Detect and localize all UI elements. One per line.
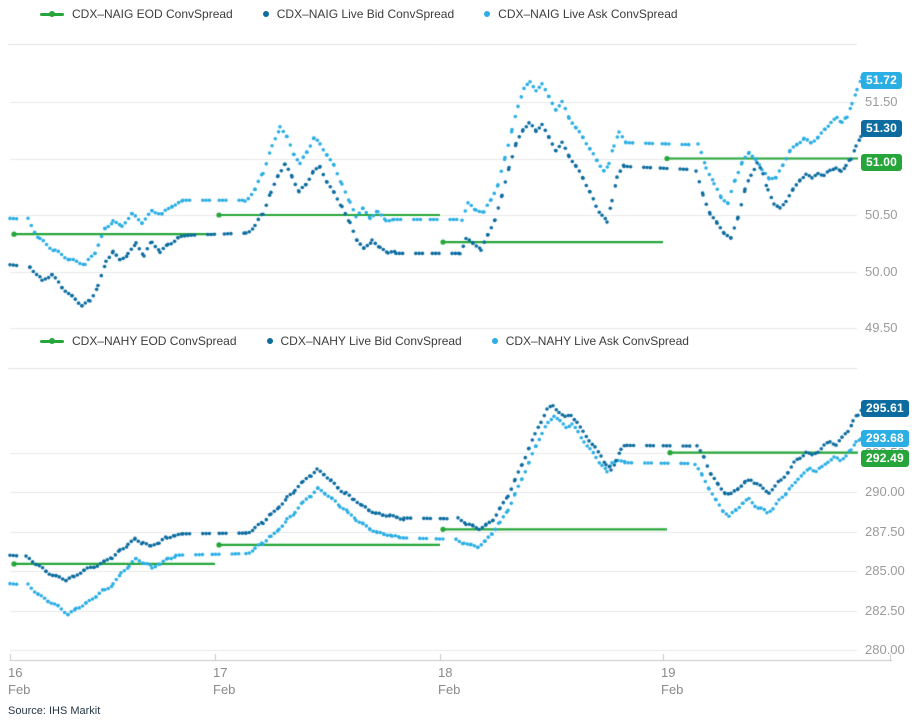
y-axis-label: 285.00 xyxy=(865,563,905,578)
legend-naig: CDX–NAIG EOD ConvSpread CDX–NAIG Live Bid… xyxy=(40,7,678,21)
y-axis-label: 49.50 xyxy=(865,320,898,335)
legend-item-label: CDX–NAIG Live Ask ConvSpread xyxy=(498,7,678,21)
legend-item-cdx-nahy-eod[interactable]: CDX–NAHY EOD ConvSpread xyxy=(40,334,237,348)
x-axis-label: 19 Feb xyxy=(661,665,684,697)
legend-item-cdx-naig-bid[interactable]: CDX–NAIG Live Bid ConvSpread xyxy=(262,7,455,21)
legend-item-label: CDX–NAIG EOD ConvSpread xyxy=(72,7,233,21)
x-axis-label: 18 Feb xyxy=(438,665,461,697)
source-label: Source: IHS Markit xyxy=(8,705,101,717)
y-axis-label: 280.00 xyxy=(865,642,905,657)
y-axis-label: 282.50 xyxy=(865,602,905,618)
ask-dot-marker-icon xyxy=(491,338,498,344)
bid-dot-marker-icon xyxy=(262,11,269,17)
legend-item-cdx-naig-eod[interactable]: CDX–NAIG EOD ConvSpread xyxy=(40,7,233,21)
y-axis-label: 50.50 xyxy=(865,207,898,222)
y-axis-label: 287.50 xyxy=(865,523,905,539)
y-axis-label: 290.00 xyxy=(865,484,905,499)
bid-last-value-badge: 295.61 xyxy=(861,399,909,417)
x-axis-label: 16 Feb xyxy=(8,665,31,697)
ask-last-value-badge: 51.72 xyxy=(861,71,903,89)
eod-last-value-badge: 51.00 xyxy=(861,153,903,171)
eod-last-value-badge: 292.49 xyxy=(861,449,909,467)
ask-dot-marker-icon xyxy=(484,11,491,17)
legend-item-cdx-nahy-ask[interactable]: CDX–NAHY Live Ask ConvSpread xyxy=(491,334,689,348)
bid-dot-marker-icon xyxy=(266,338,273,344)
legend-item-cdx-nahy-bid[interactable]: CDX–NAHY Live Bid ConvSpread xyxy=(266,334,462,348)
eod-line-marker-icon xyxy=(40,338,64,344)
y-axis-label: 51.50 xyxy=(865,94,898,109)
legend-item-label: CDX–NAHY EOD ConvSpread xyxy=(72,334,237,348)
ask-last-value-badge: 293.68 xyxy=(861,429,909,447)
legend-item-label: CDX–NAHY Live Ask ConvSpread xyxy=(505,334,689,348)
legend-nahy: CDX–NAHY EOD ConvSpread CDX–NAHY Live Bid… xyxy=(40,334,689,348)
legend-item-label: CDX–NAIG Live Bid ConvSpread xyxy=(276,7,455,21)
y-axis-label: 50.00 xyxy=(865,263,898,279)
eod-line-marker-icon xyxy=(40,11,64,17)
bid-last-value-badge: 51.30 xyxy=(861,119,903,137)
x-axis-label: 17 Feb xyxy=(213,665,236,697)
legend-item-label: CDX–NAHY Live Bid ConvSpread xyxy=(280,334,462,348)
legend-item-cdx-naig-ask[interactable]: CDX–NAIG Live Ask ConvSpread xyxy=(484,7,678,21)
